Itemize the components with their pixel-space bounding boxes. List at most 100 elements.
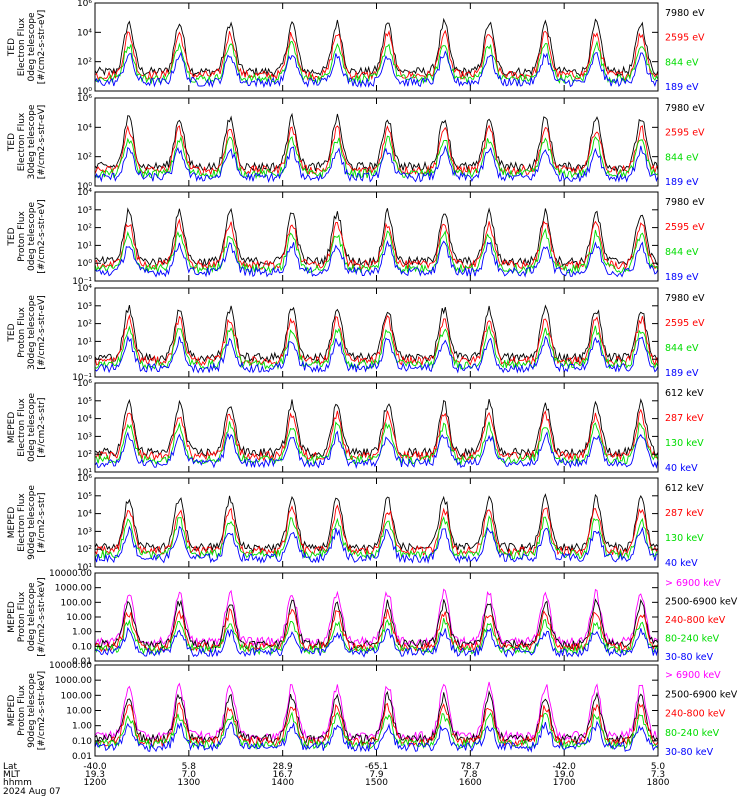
y-tick-label: 10⁰ (77, 259, 92, 269)
y-tick-label: 10⁻¹ (72, 373, 92, 383)
x-tick-label: 1300 (177, 778, 200, 788)
legend-entry: > 6900 keV (665, 578, 721, 589)
series-6-3 (94, 515, 659, 560)
y-tick-label: 10⁵ (77, 397, 92, 407)
series-7-1 (94, 588, 659, 648)
y-tick-label: 10³ (77, 206, 92, 216)
y-axis-label: TED (7, 133, 17, 152)
series-3-4 (94, 239, 659, 278)
y-tick-label: 10⁴ (77, 123, 92, 133)
legend-entry: 612 keV (665, 388, 704, 399)
x-tick-label: -42.0 (553, 762, 577, 772)
y-axis-label: TED (7, 227, 17, 246)
x-row-label: Lat (3, 762, 18, 772)
x-tick-label: 7.3 (651, 770, 665, 780)
legend-entry: 2595 eV (665, 318, 705, 329)
panel-1: 10⁰ 10² 10⁴ 10⁶ TED Electron Flux 0deg telesco… (7, 0, 705, 97)
legend-entry: 2500-6900 keV (665, 689, 738, 700)
y-tick-label: 10⁰ (77, 182, 92, 192)
y-tick-label: 10⁶ (77, 0, 92, 9)
x-tick-label: 78.7 (460, 762, 480, 772)
y-tick-label: 10² (77, 320, 92, 330)
series-1-4 (94, 50, 659, 89)
y-tick-label: 10⁶ (77, 379, 92, 389)
panel-3: 10⁻¹ 10⁰ 10¹ 10² 10³ 10⁴ TED Proton Flux 0deg te… (7, 188, 705, 287)
x-tick-label: 1600 (459, 778, 482, 788)
legend-entry: 844 eV (665, 343, 699, 354)
x-tick-label: 28.9 (273, 762, 293, 772)
y-tick-label: 0.10 (72, 642, 92, 652)
x-tick-label: 1700 (553, 778, 576, 788)
legend-entry: 130 keV (665, 533, 704, 544)
y-axis-label: Proton Flux (17, 211, 27, 262)
series-1-3 (94, 40, 659, 85)
y-axis-label: 90deg telescope (27, 673, 37, 748)
y-tick-label: 10² (77, 545, 92, 555)
y-tick-label: 10³ (77, 432, 92, 442)
y-tick-label: 10⁰ (77, 87, 92, 97)
y-axis-label: Electron Flux (17, 17, 27, 76)
y-axis-label: 90deg telescope (27, 485, 37, 560)
panels: 10⁰ 10² 10⁴ 10⁶ TED Electron Flux 0deg telesco… (7, 0, 738, 762)
y-tick-label: 100.00 (61, 691, 93, 701)
y-tick-label: 10⁻¹ (72, 277, 92, 287)
y-tick-label: 1000.00 (55, 676, 92, 686)
y-axis-label: 30deg telescope (27, 295, 37, 370)
y-axis-label: 0deg telescope (27, 202, 37, 272)
series-8-3 (94, 702, 659, 748)
y-axis-label: MEPED (7, 507, 17, 539)
legend-entry: 7980 eV (665, 293, 705, 304)
panel-8: 0.01 0.10 1.00 10.00 100.00 1000.00 10000.00 ME… (7, 661, 738, 762)
series-7-5 (94, 626, 659, 658)
series-5-4 (94, 430, 659, 470)
panel-7: 0.01 0.10 1.00 10.00 100.00 1000.00 10000.00 ME… (7, 569, 738, 667)
legend-entry: 189 eV (665, 272, 699, 283)
legend-entry: 7980 eV (665, 8, 705, 19)
legend-entry: 844 eV (665, 57, 699, 68)
legend-entry: 240-800 keV (665, 709, 726, 720)
x-row-label: 2024 Aug 07 (3, 787, 61, 797)
legend-entry: 189 eV (665, 82, 699, 93)
series-2-4 (94, 144, 659, 183)
series-5-2 (94, 408, 659, 462)
legend-entry: 130 keV (665, 438, 704, 449)
legend-entry: 240-800 keV (665, 615, 726, 626)
y-axis-label: [#/cm2-s-str-eV] (37, 199, 47, 274)
legend-entry: 189 eV (665, 368, 699, 379)
y-tick-label: 10⁴ (77, 510, 92, 520)
y-tick-label: 10¹ (77, 563, 92, 573)
y-tick-label: 10³ (77, 527, 92, 537)
y-axis-label: 0deg telescope (27, 393, 37, 463)
x-row-label: MLT (3, 770, 21, 780)
series-6-4 (94, 525, 659, 564)
x-tick-label: 5.8 (182, 762, 197, 772)
y-tick-label: 10⁶ (77, 94, 92, 104)
y-tick-label: 100.00 (61, 598, 93, 608)
y-axis-label: MEPED (7, 695, 17, 727)
legend-entry: 40 keV (665, 558, 698, 569)
legend-entry: > 6900 keV (665, 670, 721, 681)
series-4-3 (94, 324, 659, 371)
x-tick-label: 1400 (271, 778, 294, 788)
y-tick-label: 10¹ (77, 241, 92, 251)
legend-entry: 189 eV (665, 177, 699, 188)
y-tick-label: 10⁴ (77, 188, 92, 198)
series-8-2 (94, 690, 659, 745)
y-axis-label: Proton Flux (17, 685, 27, 736)
legend-entry: 30-80 keV (665, 652, 714, 663)
legend-entry: 2595 eV (665, 222, 705, 233)
x-tick-label: 5.0 (651, 762, 666, 772)
y-axis-label: [#/cm2-s-str-eV] (37, 10, 47, 85)
panel-5: 10¹ 10² 10³ 10⁴ 10⁵ 10⁶ MEPED Electron Flux 0deg… (7, 379, 704, 478)
legend-entry: 7980 eV (665, 103, 705, 114)
legend-entry: 844 eV (665, 247, 699, 258)
y-tick-label: 10⁴ (77, 284, 92, 294)
y-axis-label: [#/cm2-s-str-keV] (37, 577, 47, 656)
series-5-1 (94, 398, 659, 459)
y-tick-label: 10000.00 (49, 569, 92, 579)
series-3-3 (94, 227, 659, 275)
y-tick-label: 0.10 (72, 737, 92, 747)
panel-2: 10⁰ 10² 10⁴ 10⁶ TED Electron Flux 30deg telesc… (7, 94, 705, 192)
y-tick-label: 10⁴ (77, 28, 92, 38)
